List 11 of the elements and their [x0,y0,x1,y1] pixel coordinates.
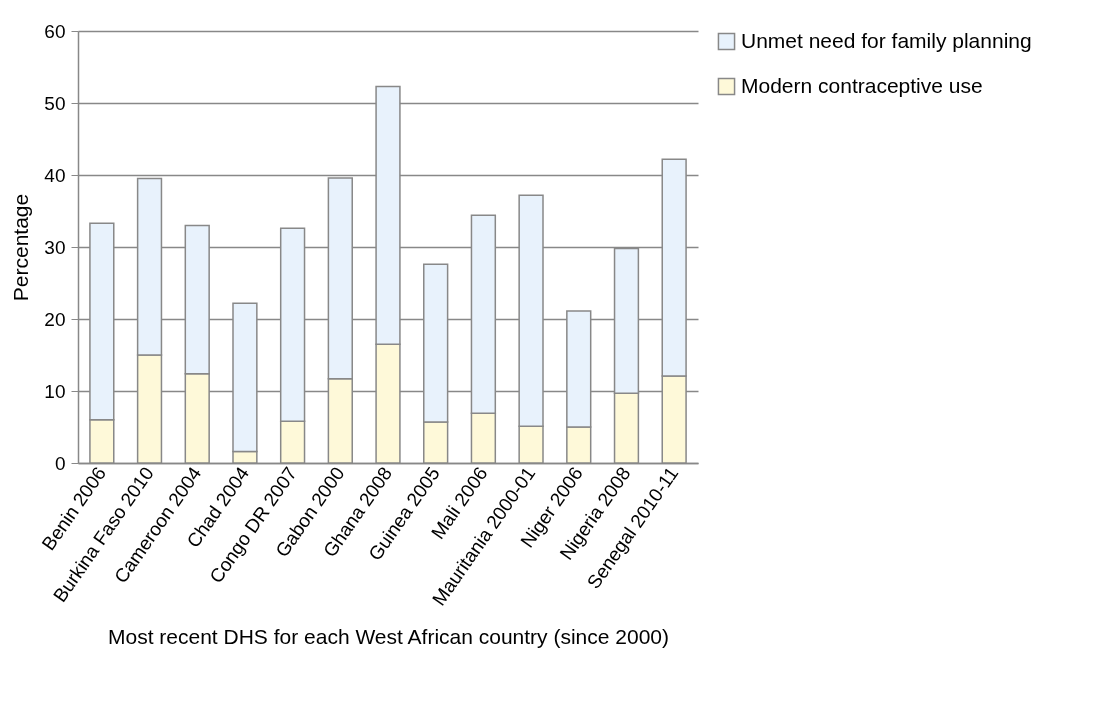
y-tick-label: 0 [54,452,66,474]
y-tick-label: 50 [44,92,66,114]
y-tick-label: 30 [44,236,66,258]
y-axis-title: Percentage [9,193,33,302]
x-axis-title: Most recent DHS for each West African country (since 2000) [107,625,670,649]
y-tick-label: 60 [44,20,66,42]
y-tick-label: 10 [44,380,66,402]
y-tick-label: 40 [44,164,66,186]
legend-label: Modern contraceptive use [741,73,983,97]
y-tick-label: 20 [44,308,66,330]
legend-label: Unmet need for family planning [741,28,1032,52]
